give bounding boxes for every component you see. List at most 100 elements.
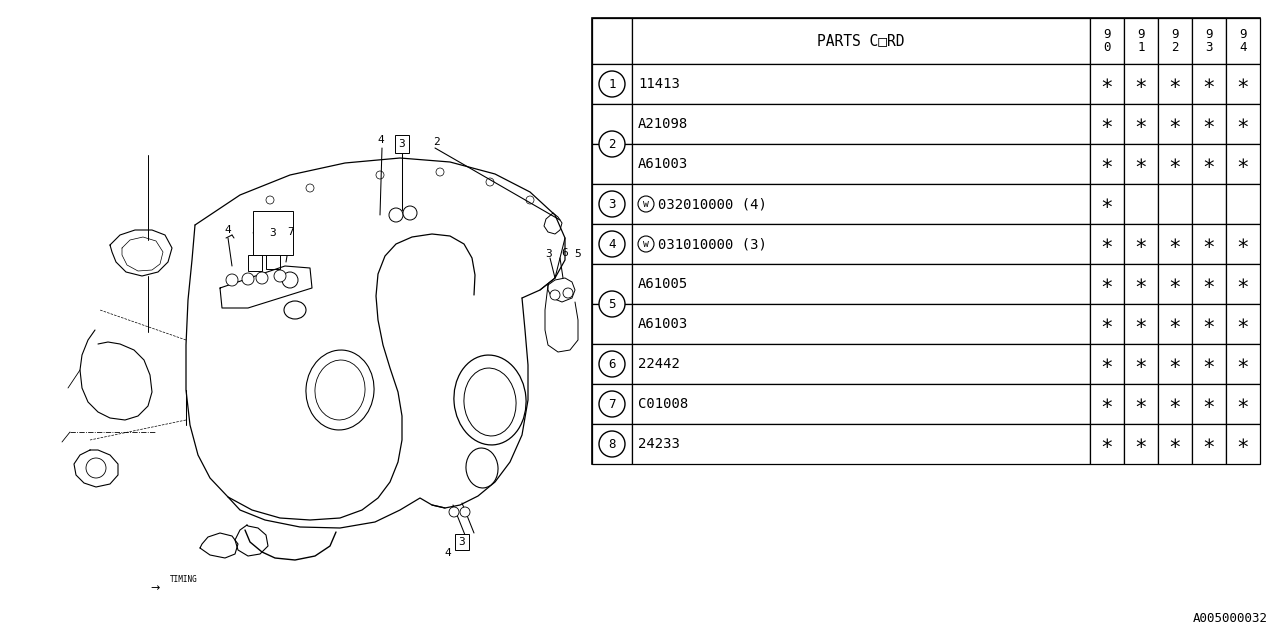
Bar <box>1124 184 1158 224</box>
Bar <box>632 384 1091 424</box>
Bar <box>591 64 632 104</box>
Text: A61005: A61005 <box>637 277 689 291</box>
Bar <box>1226 304 1260 344</box>
Circle shape <box>526 196 534 204</box>
Circle shape <box>563 288 573 298</box>
Text: ∗: ∗ <box>1101 114 1114 134</box>
Text: 3: 3 <box>270 228 276 238</box>
Text: ∗: ∗ <box>1169 434 1181 454</box>
Bar <box>1091 144 1124 184</box>
Ellipse shape <box>463 368 516 436</box>
Text: ∗: ∗ <box>1203 354 1215 374</box>
Circle shape <box>637 196 654 212</box>
Bar <box>1192 384 1226 424</box>
Text: A61003: A61003 <box>637 317 689 331</box>
Bar <box>632 424 1091 464</box>
Bar <box>1226 104 1260 144</box>
Bar <box>1158 344 1192 384</box>
Circle shape <box>460 507 470 517</box>
Text: 9
0: 9 0 <box>1103 28 1111 54</box>
Bar <box>1124 64 1158 104</box>
Bar <box>632 264 1091 304</box>
Text: ∗: ∗ <box>1203 74 1215 94</box>
Text: 9
3: 9 3 <box>1206 28 1212 54</box>
Bar <box>591 264 632 304</box>
Bar <box>1158 144 1192 184</box>
Bar <box>1124 344 1158 384</box>
Text: 3: 3 <box>545 249 553 259</box>
Text: 2: 2 <box>608 138 616 150</box>
Text: ∗: ∗ <box>1101 434 1114 454</box>
Text: 031010000 (3): 031010000 (3) <box>658 237 767 251</box>
Circle shape <box>282 272 298 288</box>
Bar <box>1158 384 1192 424</box>
Text: 5: 5 <box>575 249 581 259</box>
Text: 9
2: 9 2 <box>1171 28 1179 54</box>
Bar <box>632 64 1091 104</box>
Bar <box>1091 344 1124 384</box>
Text: 1: 1 <box>608 77 616 90</box>
Bar <box>1124 384 1158 424</box>
Text: w: w <box>643 239 649 249</box>
Circle shape <box>389 208 403 222</box>
Text: ∗: ∗ <box>1236 234 1249 254</box>
Bar <box>266 253 280 269</box>
Text: ∗: ∗ <box>1203 154 1215 174</box>
Bar <box>1091 64 1124 104</box>
Text: 11413: 11413 <box>637 77 680 91</box>
Bar <box>632 344 1091 384</box>
Bar <box>1091 224 1124 264</box>
Text: ∗: ∗ <box>1169 154 1181 174</box>
Circle shape <box>86 458 106 478</box>
Text: 3: 3 <box>398 139 406 149</box>
Bar <box>1226 64 1260 104</box>
Circle shape <box>376 171 384 179</box>
Text: 6: 6 <box>562 248 568 258</box>
Text: 6: 6 <box>608 358 616 371</box>
Bar <box>1226 184 1260 224</box>
Circle shape <box>599 391 625 417</box>
Text: A21098: A21098 <box>637 117 689 131</box>
Ellipse shape <box>284 301 306 319</box>
Text: 4: 4 <box>224 225 232 235</box>
Bar <box>1124 144 1158 184</box>
Bar <box>1091 424 1124 464</box>
Bar <box>632 304 1091 344</box>
Circle shape <box>274 270 285 282</box>
Text: 2: 2 <box>433 137 439 147</box>
Text: ∗: ∗ <box>1101 74 1114 94</box>
Text: w: w <box>643 199 649 209</box>
Bar <box>1091 184 1124 224</box>
Text: 7: 7 <box>288 227 294 237</box>
Circle shape <box>403 206 417 220</box>
Text: ∗: ∗ <box>1101 314 1114 334</box>
Bar <box>1226 264 1260 304</box>
Text: ∗: ∗ <box>1169 314 1181 334</box>
Text: ∗: ∗ <box>1134 274 1147 294</box>
Text: C01008: C01008 <box>637 397 689 411</box>
Text: 032010000 (4): 032010000 (4) <box>658 197 767 211</box>
Text: ∗: ∗ <box>1236 274 1249 294</box>
Bar <box>1124 424 1158 464</box>
Bar <box>1158 424 1192 464</box>
Text: ∗: ∗ <box>1236 74 1249 94</box>
Circle shape <box>486 178 494 186</box>
Text: ∗: ∗ <box>1101 354 1114 374</box>
Circle shape <box>449 507 460 517</box>
Text: 7: 7 <box>608 397 616 410</box>
Ellipse shape <box>306 350 374 430</box>
Bar <box>396 135 410 153</box>
Bar <box>591 344 632 384</box>
Circle shape <box>599 431 625 457</box>
Bar <box>1192 18 1226 64</box>
Bar <box>591 104 632 144</box>
Text: ∗: ∗ <box>1101 194 1114 214</box>
Bar <box>1192 344 1226 384</box>
Text: ∗: ∗ <box>1236 314 1249 334</box>
Circle shape <box>306 184 314 192</box>
Bar <box>1192 264 1226 304</box>
Bar <box>454 534 468 550</box>
Circle shape <box>266 196 274 204</box>
Text: ∗: ∗ <box>1236 434 1249 454</box>
Text: ∗: ∗ <box>1169 234 1181 254</box>
